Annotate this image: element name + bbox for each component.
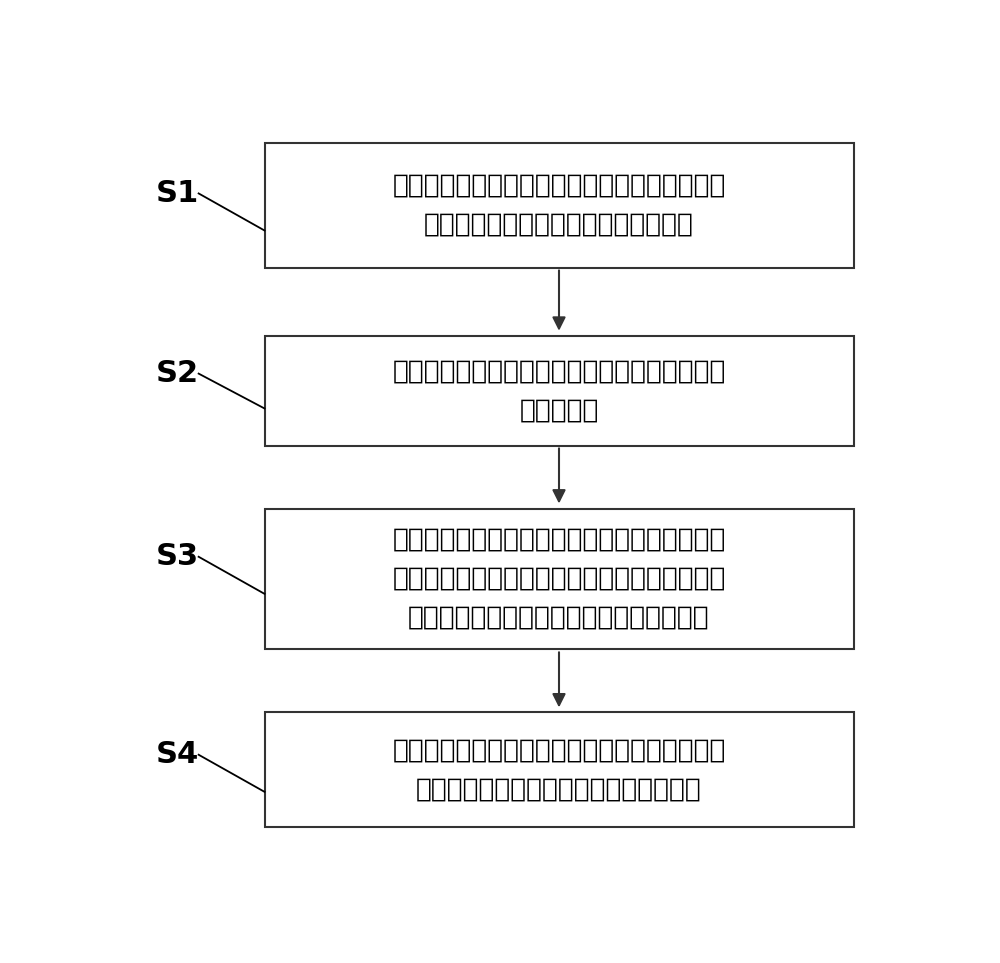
- Text: S1: S1: [156, 179, 199, 208]
- Text: S4: S4: [156, 741, 199, 769]
- Text: 对所述多个人脸训练集进行聚类，获取对应的多
个聚类中心: 对所述多个人脸训练集进行聚类，获取对应的多 个聚类中心: [392, 358, 726, 423]
- Bar: [264, 713, 854, 827]
- Text: 构建一人脸测试集，以及构建多个人脸训练集，
每一个人脸训练集的人脸图像数量不同: 构建一人脸测试集，以及构建多个人脸训练集， 每一个人脸训练集的人脸图像数量不同: [392, 172, 726, 238]
- Bar: [264, 508, 854, 649]
- Bar: [264, 143, 854, 268]
- Text: S2: S2: [156, 359, 199, 388]
- Text: 计算每一个聚类中心与所述人脸测试集中的每一
张人脸图像的特征向量的余弦距离，获取每一个
聚类中心对应的余弦距离的均值和均方根值: 计算每一个聚类中心与所述人脸测试集中的每一 张人脸图像的特征向量的余弦距离，获取…: [392, 527, 726, 631]
- Text: S3: S3: [156, 542, 199, 571]
- Bar: [264, 336, 854, 446]
- Text: 根据所述每一个聚类中心对应的余弦距离均值和
均方根值，获取人脸聚类样本的数量范围: 根据所述每一个聚类中心对应的余弦距离均值和 均方根值，获取人脸聚类样本的数量范围: [392, 738, 726, 802]
